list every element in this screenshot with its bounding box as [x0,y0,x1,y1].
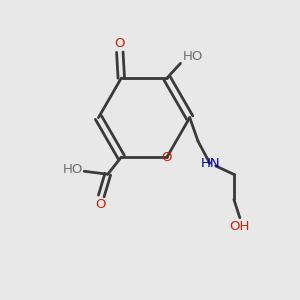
Text: HN: HN [200,157,220,170]
Text: HO: HO [63,163,83,176]
Text: OH: OH [230,220,250,233]
Text: O: O [95,198,106,211]
Text: O: O [115,37,125,50]
Text: O: O [162,151,172,164]
Text: HO: HO [183,50,203,63]
